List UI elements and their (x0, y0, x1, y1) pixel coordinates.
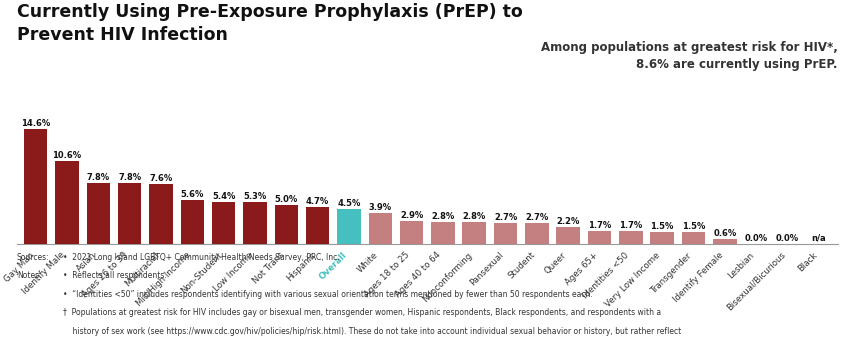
Text: 0.0%: 0.0% (776, 234, 799, 243)
Text: 5.6%: 5.6% (181, 190, 204, 199)
Bar (494, 223, 517, 244)
Bar (55, 161, 79, 244)
Bar (275, 205, 298, 244)
Text: 1.7%: 1.7% (619, 221, 642, 230)
Text: 3.9%: 3.9% (369, 203, 392, 212)
Text: 0.0%: 0.0% (744, 234, 767, 243)
Bar (118, 183, 141, 244)
Bar (557, 227, 580, 244)
Text: 5.0%: 5.0% (275, 195, 298, 204)
Bar (306, 207, 329, 244)
Text: Sources:: Sources: (17, 253, 50, 262)
Text: •  Reflects all respondents.: • Reflects all respondents. (63, 271, 168, 280)
Bar (243, 202, 266, 244)
Text: †  Populations at greatest risk for HIV includes gay or bisexual men, transgende: † Populations at greatest risk for HIV i… (63, 308, 662, 318)
Bar (149, 184, 173, 244)
Bar (588, 231, 612, 244)
Text: 14.6%: 14.6% (21, 119, 51, 128)
Bar (369, 214, 392, 244)
Text: 2.7%: 2.7% (494, 213, 517, 222)
Bar (713, 239, 737, 244)
Bar (682, 232, 706, 244)
Text: 1.5%: 1.5% (682, 222, 706, 231)
Bar (400, 221, 423, 244)
Text: Notes:: Notes: (17, 271, 41, 280)
Text: 2.7%: 2.7% (525, 213, 548, 222)
Text: •  “Identities <50” includes respondents identifying with various sexual orienta: • “Identities <50” includes respondents … (63, 290, 593, 299)
Text: 4.5%: 4.5% (338, 199, 360, 207)
Text: history of sex work (see https://www.cdc.gov/hiv/policies/hip/risk.html). These : history of sex work (see https://www.cdc… (63, 327, 682, 336)
Text: 7.8%: 7.8% (118, 173, 141, 182)
Bar (212, 202, 235, 244)
Text: n/a: n/a (811, 234, 826, 243)
Bar (24, 129, 47, 244)
Text: 1.5%: 1.5% (651, 222, 673, 231)
Text: •  2021 Long Island LGBTQ+ Community Health Needs Survey, PRC, Inc.: • 2021 Long Island LGBTQ+ Community Heal… (63, 253, 340, 262)
Text: Currently Using Pre-Exposure Prophylaxis (PrEP) to
Prevent HIV Infection: Currently Using Pre-Exposure Prophylaxis… (17, 3, 523, 44)
Bar (463, 222, 486, 244)
Bar (619, 231, 643, 244)
Text: 10.6%: 10.6% (52, 151, 81, 160)
Bar (525, 223, 548, 244)
Text: 2.9%: 2.9% (400, 211, 423, 220)
Bar (651, 232, 674, 244)
Text: Among populations at greatest risk for HIV*,
8.6% are currently using PrEP.: Among populations at greatest risk for H… (541, 41, 838, 71)
Bar (180, 200, 204, 244)
Text: 5.4%: 5.4% (212, 192, 235, 200)
Bar (338, 209, 360, 244)
Text: 7.6%: 7.6% (150, 174, 173, 183)
Text: 2.2%: 2.2% (557, 217, 580, 226)
Text: 4.7%: 4.7% (306, 197, 329, 206)
Text: 5.3%: 5.3% (244, 192, 266, 201)
Text: 2.8%: 2.8% (463, 212, 486, 221)
Text: 1.7%: 1.7% (588, 221, 611, 230)
Text: 7.8%: 7.8% (87, 173, 110, 182)
Bar (86, 183, 110, 244)
Text: 2.8%: 2.8% (431, 212, 454, 221)
Bar (431, 222, 454, 244)
Text: 0.6%: 0.6% (713, 229, 736, 238)
